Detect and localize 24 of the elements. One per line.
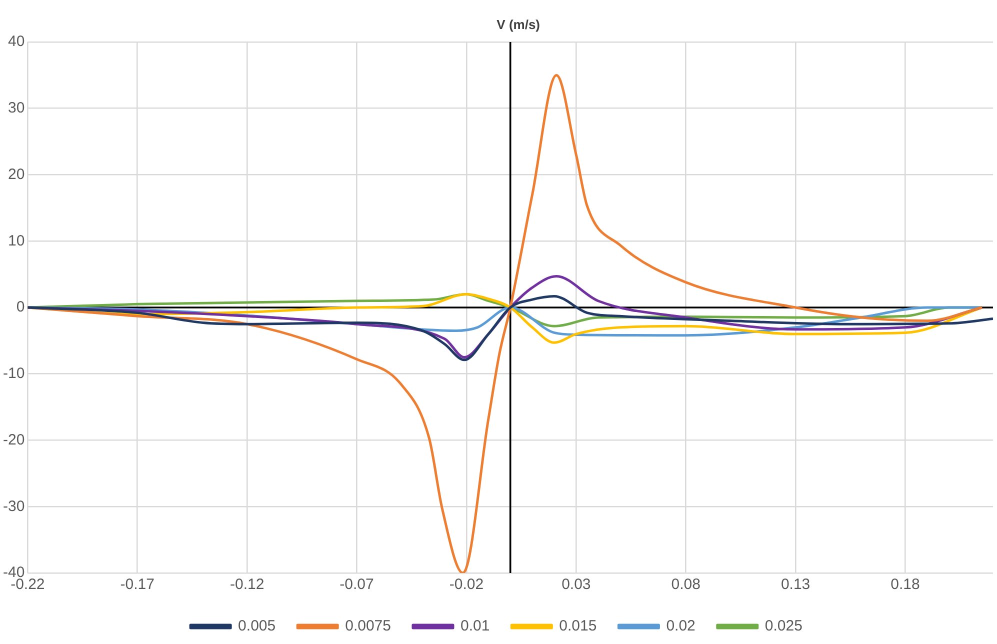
legend-label: 0.005 [238, 618, 276, 635]
legend-label: 0.025 [764, 618, 802, 635]
y-axis-title: V (m/s) [496, 17, 540, 32]
y-tick-label: 0 [16, 298, 25, 316]
x-tick-label: -0.07 [340, 576, 374, 594]
legend-label: 0.01 [460, 618, 490, 635]
legend-label: 0.0075 [345, 618, 391, 635]
y-tick-label: -30 [2, 498, 25, 515]
x-tick-label: 0.13 [780, 576, 810, 594]
legend-label: 0.015 [559, 618, 597, 635]
x-tick-label: -0.02 [449, 576, 484, 594]
y-tick-label: -20 [2, 431, 25, 448]
x-tick-label: 0.18 [890, 576, 920, 594]
y-tick-label: 20 [8, 166, 25, 183]
x-tick-label: 0.03 [562, 576, 591, 594]
x-tick-label: -0.17 [120, 576, 154, 594]
y-tick-label: 30 [8, 100, 25, 117]
y-tick-label: 40 [8, 33, 25, 50]
y-tick-label: -10 [2, 365, 25, 382]
legend-label: 0.02 [666, 618, 696, 635]
x-tick-label: 0.08 [671, 576, 700, 594]
x-tick-label: -0.12 [230, 576, 264, 594]
y-tick-label: 10 [8, 232, 25, 250]
line-series [28, 294, 993, 362]
